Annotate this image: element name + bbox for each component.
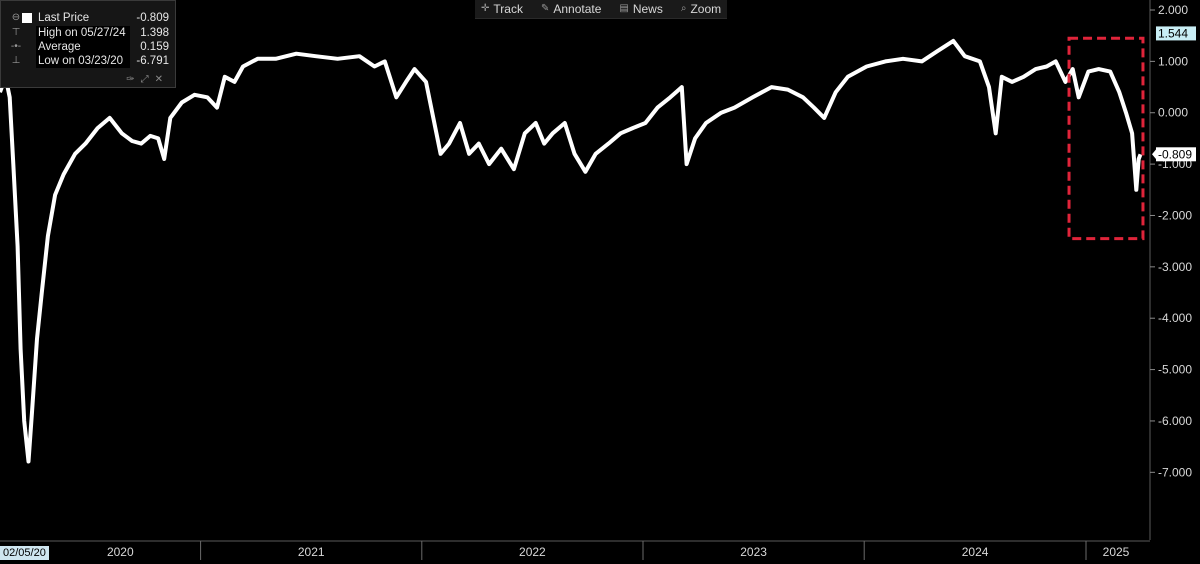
y-tick-label: -3.000 (1158, 260, 1192, 274)
zoom-button[interactable]: ⌕ Zoom (675, 0, 727, 18)
legend-label-last-price: Last Price (38, 12, 90, 24)
legend-label-low: Low on 03/23/20 (36, 54, 130, 68)
y-tick-label: 2.000 (1158, 3, 1188, 17)
y-tick-label: -4.000 (1158, 311, 1192, 325)
track-button[interactable]: ✛ Track (475, 0, 529, 18)
x-tick-label: 2021 (298, 545, 325, 559)
legend-value-low: -6.791 (136, 55, 169, 67)
legend-value-average: 0.159 (140, 41, 169, 53)
legend-collapse-icon[interactable]: ⊖ (11, 12, 21, 23)
svg-text:-0.809: -0.809 (1158, 147, 1192, 161)
x-tick-label: 2024 (962, 545, 989, 559)
chart-toolbar: ✛ Track ✎ Annotate ▤ News ⌕ Zoom (475, 0, 728, 19)
legend-label-high: High on 05/27/24 (36, 26, 130, 40)
series-line-0 (0, 38, 1143, 464)
x-axis: 2020 2021 2022 2023 2024 2025 (0, 540, 1150, 560)
average-marker-icon: -•- (10, 41, 22, 52)
svg-text:1.544: 1.544 (1158, 26, 1188, 40)
highlight-box (1067, 36, 1145, 241)
news-icon: ▤ (619, 3, 629, 14)
legend-label-average: Average (36, 40, 130, 54)
pencil-icon: ✎ (540, 3, 550, 14)
zoom-label: Zoom (690, 2, 722, 16)
high-marker-icon: ⊤ (11, 27, 21, 38)
news-label: News (632, 2, 663, 16)
last-value-tag: -0.809 (1152, 147, 1196, 162)
series-layer (0, 38, 1143, 464)
legend-row-high[interactable]: ⊤ High on 05/27/24 1.398 (1, 26, 177, 40)
close-icon[interactable]: ✕ (154, 74, 169, 85)
legend-panel: ⊖ Last Price -0.809 ⊤ High on 05/27/24 1… (0, 0, 176, 88)
pin-icon[interactable]: ✑ (126, 74, 141, 85)
legend-row-average[interactable]: -•- Average 0.159 (1, 40, 177, 54)
y-tick-label: -2.000 (1158, 208, 1192, 222)
high-value-tag: 1.544 (1156, 26, 1196, 41)
x-tick-label: 2023 (740, 545, 767, 559)
annotate-button[interactable]: ✎ Annotate (535, 0, 607, 18)
y-tick-label: -6.000 (1158, 414, 1192, 428)
legend-tools: ✑⤢✕ (126, 74, 169, 85)
start-date-label: 02/05/20 (0, 546, 49, 560)
low-marker-icon: ⊥ (11, 55, 21, 66)
x-tick-label: 2022 (519, 545, 546, 559)
y-tick-label: 0.000 (1158, 106, 1188, 120)
y-axis: 2.0001.0000.000-1.000-2.000-3.000-4.000-… (1149, 0, 1196, 540)
legend-value-high: 1.398 (140, 27, 169, 39)
x-tick-label: 2025 (1103, 545, 1130, 559)
legend-row-low[interactable]: ⊥ Low on 03/23/20 -6.791 (1, 54, 177, 68)
legend-value-last-price: -0.809 (136, 12, 169, 24)
y-tick-label: 1.000 (1158, 54, 1188, 68)
annotate-label: Annotate (553, 2, 602, 16)
magnifier-icon: ⌕ (680, 3, 687, 14)
y-tick-label: -7.000 (1158, 465, 1192, 479)
track-label: Track (493, 2, 523, 16)
x-tick-label: 2020 (107, 545, 134, 559)
legend-row-last-price[interactable]: ⊖ Last Price -0.809 (1, 11, 177, 25)
y-tick-label: -5.000 (1158, 363, 1192, 377)
highlight-layer (1067, 36, 1145, 241)
crosshair-icon: ✛ (481, 3, 490, 14)
expand-icon[interactable]: ⤢ (140, 74, 155, 85)
series-swatch (22, 13, 32, 23)
news-button[interactable]: ▤ News (613, 0, 668, 18)
